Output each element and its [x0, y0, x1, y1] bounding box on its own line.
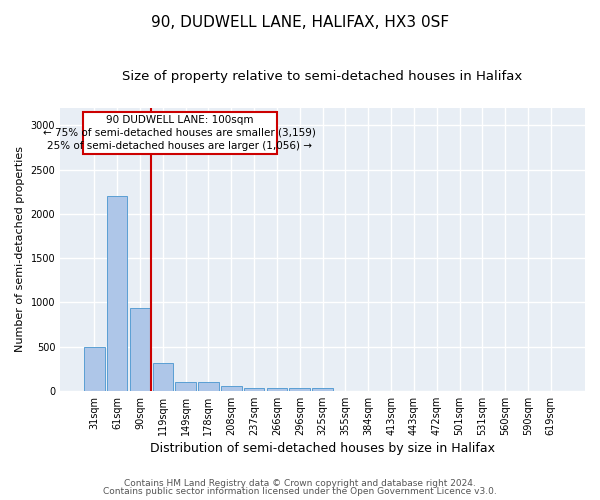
- Bar: [84, 348, 104, 391]
- Text: 90 DUDWELL LANE: 100sqm
← 75% of semi-detached houses are smaller (3,159)
25% of: 90 DUDWELL LANE: 100sqm ← 75% of semi-de…: [43, 115, 316, 151]
- Bar: [266, 388, 287, 391]
- Y-axis label: Number of semi-detached properties: Number of semi-detached properties: [15, 146, 25, 352]
- Bar: [130, 308, 150, 391]
- Bar: [313, 388, 333, 391]
- Bar: [107, 196, 127, 391]
- Bar: [244, 388, 265, 391]
- Bar: [152, 364, 173, 391]
- Text: Contains HM Land Registry data © Crown copyright and database right 2024.: Contains HM Land Registry data © Crown c…: [124, 478, 476, 488]
- Bar: [175, 382, 196, 391]
- Title: Size of property relative to semi-detached houses in Halifax: Size of property relative to semi-detach…: [122, 70, 523, 83]
- X-axis label: Distribution of semi-detached houses by size in Halifax: Distribution of semi-detached houses by …: [150, 442, 495, 455]
- Bar: [221, 386, 242, 391]
- Bar: [83, 112, 277, 154]
- Text: 90, DUDWELL LANE, HALIFAX, HX3 0SF: 90, DUDWELL LANE, HALIFAX, HX3 0SF: [151, 15, 449, 30]
- Bar: [289, 388, 310, 391]
- Text: Contains public sector information licensed under the Open Government Licence v3: Contains public sector information licen…: [103, 487, 497, 496]
- Bar: [198, 382, 219, 391]
